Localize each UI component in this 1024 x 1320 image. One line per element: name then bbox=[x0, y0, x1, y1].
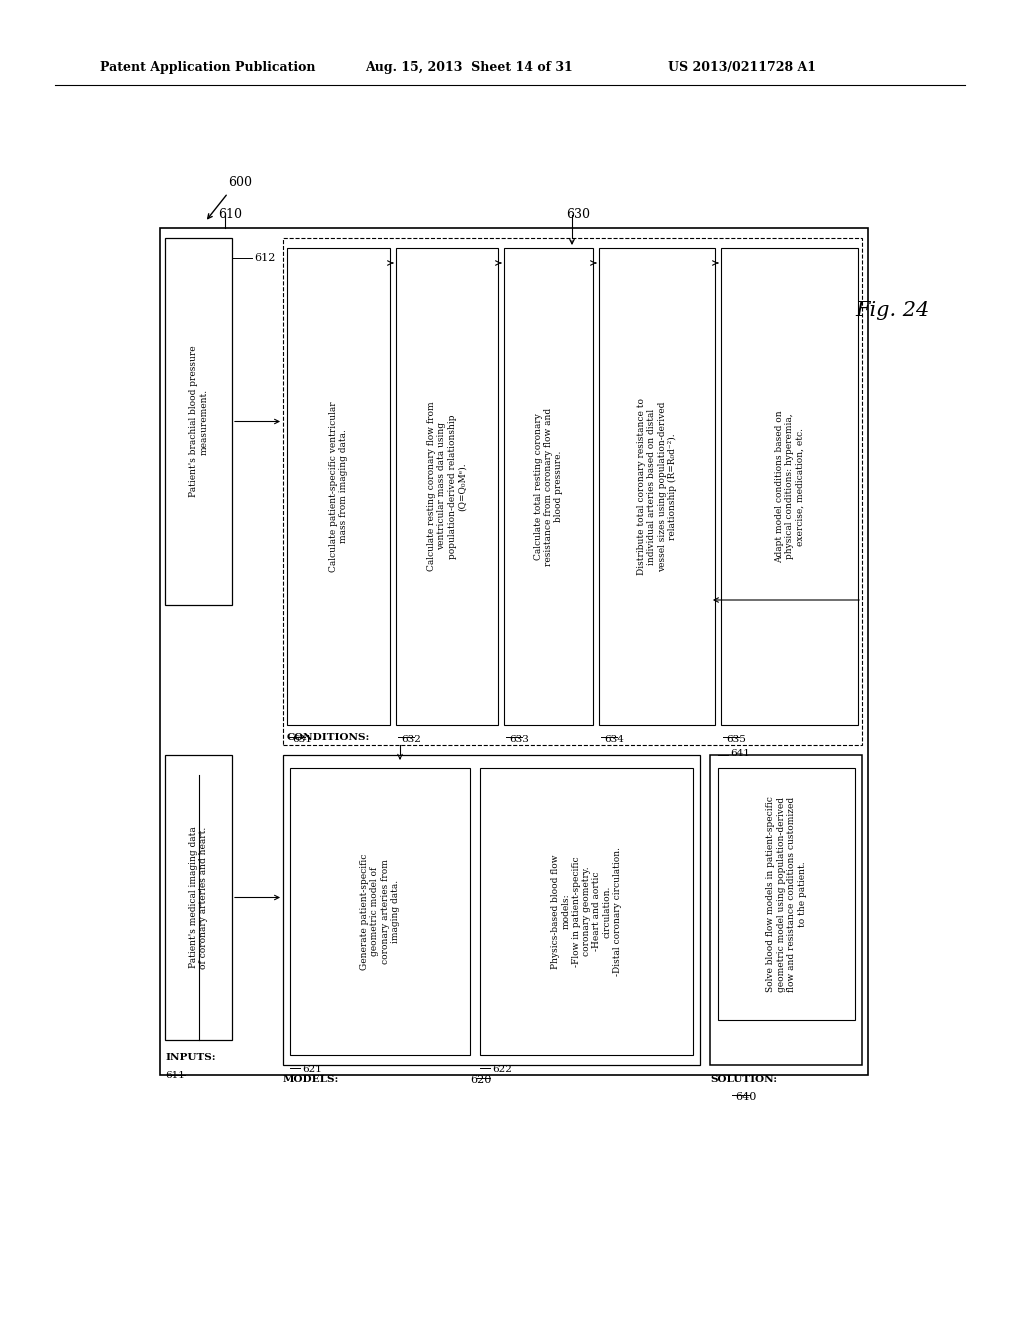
Bar bbox=[165, 755, 232, 1040]
Bar bbox=[396, 248, 498, 725]
Text: 610: 610 bbox=[218, 209, 242, 222]
Text: Physics-based blood flow
models:
-Flow in patient-specific
coronary geometry.
-H: Physics-based blood flow models: -Flow i… bbox=[551, 847, 623, 975]
Bar bbox=[504, 248, 593, 725]
Bar bbox=[599, 248, 715, 725]
Text: MODELS:: MODELS: bbox=[283, 1076, 339, 1085]
Text: Calculate total resting coronary
resistance from coronary flow and
blood pressur: Calculate total resting coronary resista… bbox=[534, 408, 563, 565]
Bar bbox=[480, 768, 693, 1055]
Text: Distribute total coronary resistance to
individual arteries based on distal
vess: Distribute total coronary resistance to … bbox=[637, 399, 677, 576]
Text: 611: 611 bbox=[165, 1072, 185, 1081]
Text: 641: 641 bbox=[730, 748, 750, 758]
Text: SOLUTION:: SOLUTION: bbox=[710, 1076, 777, 1085]
Text: 600: 600 bbox=[228, 177, 252, 190]
Bar bbox=[165, 238, 232, 605]
Text: Calculate patient-specific ventricular
mass from imaging data.: Calculate patient-specific ventricular m… bbox=[329, 401, 348, 572]
Bar bbox=[283, 755, 700, 1065]
Bar bbox=[710, 755, 862, 1065]
Text: INPUTS:: INPUTS: bbox=[165, 1053, 216, 1063]
Bar bbox=[718, 768, 855, 1020]
Text: Patent Application Publication: Patent Application Publication bbox=[100, 61, 315, 74]
Bar bbox=[160, 228, 868, 1074]
Text: 632: 632 bbox=[401, 734, 421, 743]
Text: Adapt model conditions based on
physical conditions: hyperemia,
exercise, medica: Adapt model conditions based on physical… bbox=[774, 411, 805, 562]
Text: Patient's medical imaging data
of coronary arteries and heart.: Patient's medical imaging data of corona… bbox=[188, 826, 208, 969]
Text: Aug. 15, 2013  Sheet 14 of 31: Aug. 15, 2013 Sheet 14 of 31 bbox=[365, 61, 572, 74]
Text: 634: 634 bbox=[604, 734, 624, 743]
Text: 630: 630 bbox=[566, 209, 590, 222]
Text: 631: 631 bbox=[292, 734, 312, 743]
Text: 640: 640 bbox=[735, 1092, 757, 1102]
Text: Generate patient-specific
geometric model of
coronary arteries from
imaging data: Generate patient-specific geometric mode… bbox=[359, 853, 400, 970]
Text: 621: 621 bbox=[302, 1065, 322, 1074]
Text: Patient's brachial blood pressure
measurement.: Patient's brachial blood pressure measur… bbox=[188, 346, 208, 498]
Text: 622: 622 bbox=[492, 1065, 512, 1074]
Text: Fig. 24: Fig. 24 bbox=[855, 301, 929, 319]
Bar bbox=[283, 238, 862, 744]
Bar bbox=[287, 248, 390, 725]
Text: CONDITIONS:: CONDITIONS: bbox=[287, 733, 371, 742]
Text: 633: 633 bbox=[509, 734, 528, 743]
Bar bbox=[290, 768, 470, 1055]
Text: 635: 635 bbox=[726, 734, 745, 743]
Text: 620: 620 bbox=[470, 1074, 492, 1085]
Text: US 2013/0211728 A1: US 2013/0211728 A1 bbox=[668, 61, 816, 74]
Text: 612: 612 bbox=[254, 253, 275, 263]
Text: Solve blood flow models in patient-specific
geometric model using population-der: Solve blood flow models in patient-speci… bbox=[766, 796, 807, 991]
Text: Calculate resting coronary flow from
ventricular mass data using
population-deri: Calculate resting coronary flow from ven… bbox=[427, 401, 467, 572]
Bar bbox=[721, 248, 858, 725]
